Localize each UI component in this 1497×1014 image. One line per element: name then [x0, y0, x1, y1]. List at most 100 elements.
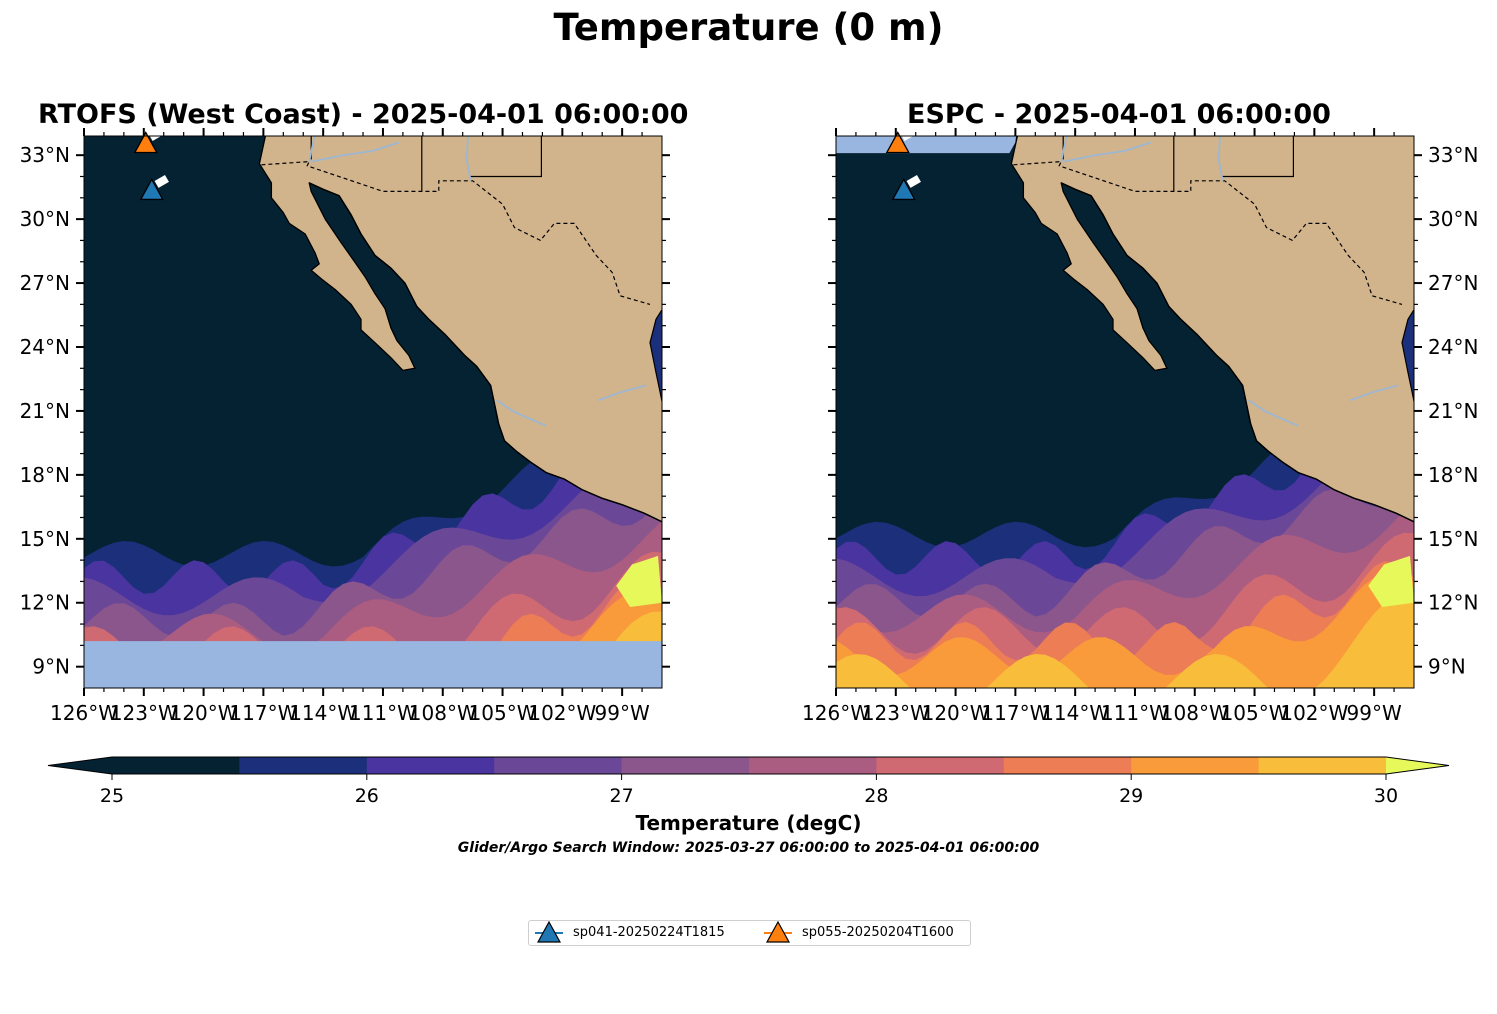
rio-grande [465, 136, 472, 181]
sst-field [84, 136, 662, 688]
espc-panel-title: ESPC - 2025-04-01 06:00:00 [907, 99, 1331, 130]
lon-tick-label: 105°W [469, 701, 537, 725]
orange-triangle-icon [764, 921, 792, 943]
colorbar-extend-high [1386, 757, 1449, 774]
colorbar-tick-label: 29 [1119, 785, 1143, 807]
mainland-coastline [1060, 182, 1414, 523]
colorbar-segment-7 [876, 757, 1005, 774]
lat-tick-label: 15°N [1428, 527, 1478, 551]
lat-tick-label: 12°N [20, 591, 70, 615]
glider-track-segment-1 [906, 174, 921, 188]
map-frame [835, 135, 1415, 689]
gulf-coast-water [649, 308, 662, 405]
colorbar-segment-1 [112, 757, 240, 774]
temperature-colorbar: 25 26 27 28 29 30 [47, 756, 1450, 807]
colorbar-segment-4 [494, 757, 623, 774]
lon-tick-label: 108°W [409, 701, 477, 725]
lon-tick-label: 123°W [862, 701, 930, 725]
no-data-region-north [836, 136, 1017, 154]
lat-tick-label: 21°N [1428, 399, 1478, 423]
lat-tick-label: 30°N [1428, 207, 1478, 231]
lat-tick-label: 9°N [32, 655, 70, 679]
lat-tick-label: 24°N [20, 335, 70, 359]
lat-tick-label: 18°N [20, 463, 70, 487]
us-mexico-border [1013, 160, 1403, 305]
figure-title: Temperature (0 m) [553, 6, 944, 49]
temperature-band-9 [836, 592, 1414, 688]
warmest-water-patch [1368, 555, 1414, 607]
lat-tick-label: 27°N [20, 271, 70, 295]
lon-tick-label: 105°W [1221, 701, 1289, 725]
rtofs-map-panel: 126°W123°W120°W117°W114°W111°W108°W105°W… [20, 128, 670, 725]
lat-tick-label: 24°N [1428, 335, 1478, 359]
lon-tick-label: 120°W [170, 701, 238, 725]
colorbar-tick-label: 25 [100, 785, 124, 807]
colorbar-segment-6 [749, 757, 877, 774]
mainland-coastline [308, 182, 662, 523]
glider-legend: sp041-20250224T1815 sp055-20250204T1600 [528, 920, 971, 946]
blue-triangle-icon [535, 921, 563, 943]
lerma-river [496, 399, 547, 427]
lon-tick-label: 123°W [110, 701, 178, 725]
glider-marker-2 [133, 131, 158, 154]
panuco-river [597, 384, 647, 402]
lat-tick-label: 9°N [1428, 655, 1466, 679]
lat-tick-label: 15°N [20, 527, 70, 551]
lon-tick-label: 102°W [528, 701, 596, 725]
sst-field [836, 136, 1414, 688]
lat-tick-label: 27°N [1428, 271, 1478, 295]
lerma-river [1248, 399, 1299, 427]
colorbar-tick-label: 28 [864, 785, 888, 807]
colorbar-label: Temperature (degC) [635, 811, 862, 835]
state-border-tx [1222, 136, 1295, 178]
lon-tick-label: 120°W [922, 701, 990, 725]
glider-marker-2 [885, 131, 910, 154]
glider-track-segment-1 [154, 174, 169, 188]
colorbar-tick-label: 26 [355, 785, 379, 807]
map-frame [83, 135, 663, 689]
lat-tick-label: 33°N [1428, 143, 1478, 167]
lon-tick-label: 111°W [1101, 701, 1169, 725]
gila-river [1063, 141, 1152, 163]
us-mexico-border [261, 160, 651, 305]
panuco-river [1349, 384, 1399, 402]
rtofs-panel-title: RTOFS (West Coast) - 2025-04-01 06:00:00 [38, 99, 689, 130]
lat-tick-label: 18°N [1428, 463, 1478, 487]
colorbar-tick-label: 27 [610, 785, 634, 807]
lat-tick-label: 30°N [20, 207, 70, 231]
colorbar-segment-9 [1131, 757, 1260, 774]
colorbar-extend-low [48, 757, 112, 774]
lon-tick-label: 99°W [595, 701, 650, 725]
colorbar-segment-2 [239, 757, 368, 774]
gila-river [311, 141, 400, 163]
lat-tick-label: 33°N [20, 143, 70, 167]
lon-tick-label: 126°W [50, 701, 118, 725]
no-data-region [84, 641, 662, 688]
glider-track-segment-2 [148, 128, 163, 141]
state-border-tx [470, 136, 543, 178]
lat-tick-label: 12°N [1428, 591, 1478, 615]
lon-tick-label: 114°W [289, 701, 357, 725]
legend-label-sp055: sp055-20250204T1600 [802, 925, 954, 940]
colorado-river [1060, 136, 1068, 162]
lon-tick-label: 117°W [229, 701, 297, 725]
glider-marker-1 [139, 178, 164, 201]
lon-tick-label: 108°W [1161, 701, 1229, 725]
espc-map-panel: 126°W123°W120°W117°W114°W111°W108°W105°W… [802, 128, 1478, 725]
warmest-water-patch [616, 555, 662, 607]
legend-label-sp041: sp041-20250224T1815 [573, 925, 725, 940]
rio-grande [1217, 136, 1224, 181]
temperature-band-8 [836, 574, 1414, 688]
lon-tick-label: 114°W [1041, 701, 1109, 725]
colorbar-segment-5 [621, 757, 750, 774]
lat-tick-label: 21°N [20, 399, 70, 423]
lon-tick-label: 99°W [1347, 701, 1402, 725]
search-window-note: Glider/Argo Search Window: 2025-03-27 06… [457, 840, 1040, 856]
glider-track-segment-2 [900, 128, 915, 141]
lon-tick-label: 111°W [349, 701, 417, 725]
colorbar-segment-10 [1258, 757, 1387, 774]
gulf-coast-water [1401, 308, 1414, 405]
colorbar-segment-3 [366, 757, 495, 774]
glider-marker-1 [891, 178, 916, 201]
